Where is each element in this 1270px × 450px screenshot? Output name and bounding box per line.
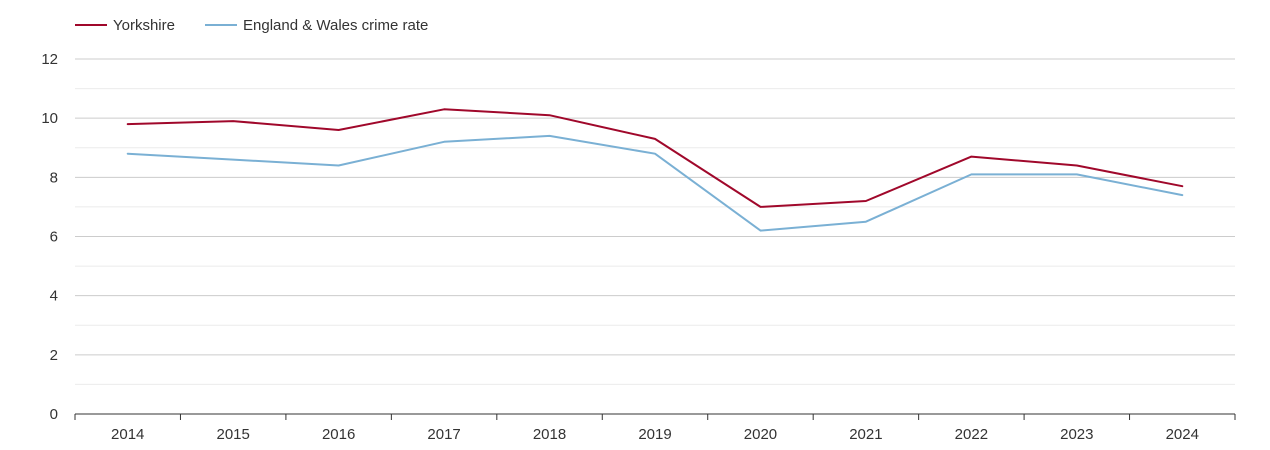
y-axis: 0 2 4 6 8 10 12 [41, 51, 58, 423]
x-tick-label: 2021 [849, 426, 882, 443]
x-tick-label: 2020 [744, 426, 777, 443]
y-tick-label: 12 [41, 51, 58, 68]
y-tick-label: 4 [50, 288, 58, 305]
y-tick-label: 6 [50, 229, 58, 246]
y-tick-label: 8 [50, 169, 58, 186]
y-tick-label: 10 [41, 110, 58, 127]
x-tick-label: 2014 [111, 426, 144, 443]
legend-label-yorkshire: Yorkshire [113, 17, 175, 34]
x-tick-label: 2017 [427, 426, 460, 443]
x-tick-label: 2018 [533, 426, 566, 443]
x-tick-label: 2023 [1060, 426, 1093, 443]
series-line-england-wales [126, 134, 1184, 232]
x-tick-label: 2015 [216, 426, 249, 443]
y-tick-label: 2 [50, 347, 58, 364]
x-tick-label: 2019 [638, 426, 671, 443]
x-axis: 2014 2015 2016 2017 2018 2019 2020 2021 2022 2023… [74, 413, 1236, 443]
gridlines [75, 58, 1235, 385]
legend-label-england-wales: England & Wales crime rate [243, 17, 428, 34]
series-lines [126, 108, 1184, 232]
x-tick-label: 2022 [955, 426, 988, 443]
x-tick-label: 2016 [322, 426, 355, 443]
legend: Yorkshire England & Wales crime rate [75, 17, 428, 34]
y-tick-label: 0 [50, 406, 58, 423]
x-tick-label: 2024 [1166, 426, 1199, 443]
series-line-yorkshire [126, 108, 1184, 208]
